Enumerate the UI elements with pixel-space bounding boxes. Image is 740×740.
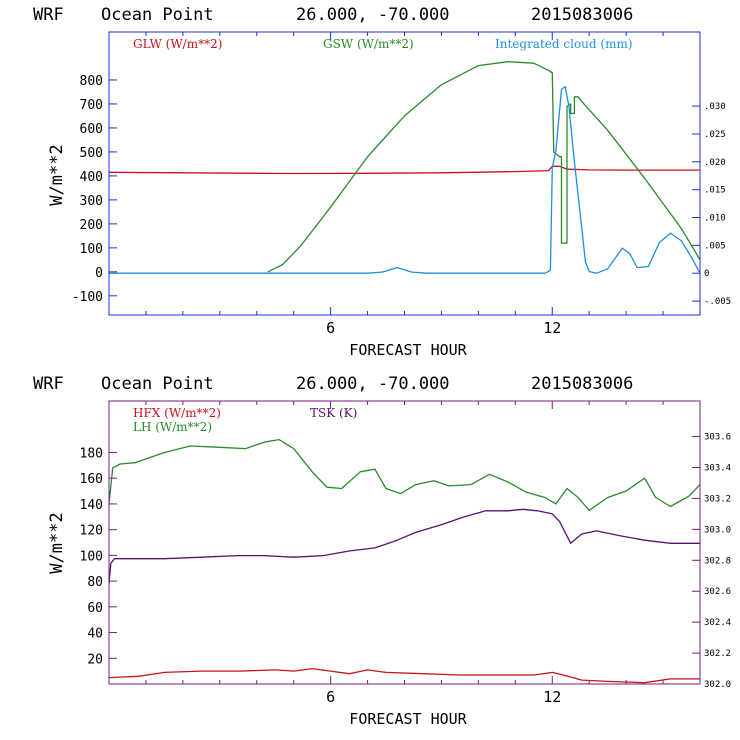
series-line-hfx [108,667,700,684]
bottom-header-model: WRF [33,374,64,394]
y2-tick-label: 302.2 [704,649,731,659]
legend-lh: LH (W/m**2) [133,420,212,434]
bottom-header-coords: 26.000, -70.000 [296,374,450,394]
y2-tick-label: .010 [704,214,726,224]
y2-tick-label: 303.4 [704,463,731,473]
legend-gsw: GSW (W/m**2) [323,37,414,51]
series-line-cloud [109,85,701,274]
y2-tick-label: 303.6 [704,433,731,443]
bottom-plot-frame [108,400,701,685]
top-header-model: WRF [33,5,64,25]
y2-tick-label: .015 [704,186,726,196]
y-tick-label: 120 [80,524,103,539]
bottom-y-axis-label: W/m**2 [47,512,67,573]
y2-tick-label: 302.0 [704,680,731,690]
y-tick-label: 80 [87,575,103,590]
y-tick-label: 800 [80,74,103,89]
y-tick-label: 100 [80,242,103,257]
top-header-date: 2015083006 [531,5,633,25]
y2-tick-label: .030 [704,102,726,112]
series-line-glw [108,165,700,175]
y-tick-label: 40 [87,627,103,642]
x-tick-label: 6 [326,319,335,337]
y-tick-label: 700 [80,98,103,113]
series-line-gsw [267,61,701,273]
bottom-panel: WRF Ocean Point 26.000, -70.000 20150830… [33,374,731,728]
bottom-x-axis-label: FORECAST HOUR [349,710,467,728]
y2-tick-label: 302.6 [704,587,731,597]
y-tick-label: 200 [80,218,103,233]
top-x-axis-label: FORECAST HOUR [349,341,467,359]
y2-tick-label: .020 [704,158,726,168]
y2-tick-label: 302.4 [704,618,731,628]
series-line-tsk [108,508,700,584]
legend-glw: GLW (W/m**2) [133,37,222,51]
y-tick-label: 0 [95,266,103,281]
series-line-lh [108,438,701,511]
y-tick-label: 140 [80,498,103,513]
y2-tick-label: 302.8 [704,556,731,566]
x-tick-label: 12 [543,319,561,337]
top-y-axis-label: W/m**2 [47,144,67,205]
y2-tick-label: .025 [704,130,726,140]
y2-tick-label: 303.2 [704,494,731,504]
y-tick-label: 20 [87,652,103,667]
y2-tick-label: -.005 [704,297,731,307]
y-tick-label: 160 [80,472,103,487]
x-tick-label: 6 [326,688,335,706]
y-tick-label: 600 [80,122,103,137]
y-tick-label: 100 [80,549,103,564]
top-header-coords: 26.000, -70.000 [296,5,450,25]
y-tick-label: 180 [80,446,103,461]
y-tick-label: 400 [80,170,103,185]
y-tick-label: 500 [80,146,103,161]
top-plot-area: 6 12 -100 0 100 200 300 400 500 600 700 800 .030 .025… [72,32,731,337]
y2-tick-label: 303.0 [704,525,731,535]
y-tick-label: 60 [87,601,103,616]
top-header-location: Ocean Point [101,5,214,25]
legend-tsk: TSK (K) [310,406,357,420]
legend-integrated-cloud: Integrated cloud (mm) [495,37,633,51]
legend-hfx: HFX (W/m**2) [133,406,221,420]
y-tick-label: -100 [72,290,103,305]
top-panel: WRF Ocean Point 26.000, -70.000 20150830… [33,5,731,359]
bottom-header-date: 2015083006 [531,374,633,394]
bottom-plot-area: 6 12 20 40 60 80 100 120 140 160 180 303.6 303.4 303.… [80,401,731,706]
y2-tick-label: 0 [704,269,709,279]
y2-tick-label: .005 [704,241,726,251]
bottom-header-location: Ocean Point [101,374,214,394]
x-tick-label: 12 [543,688,561,706]
y-tick-label: 300 [80,194,103,209]
top-plot-frame [108,31,701,316]
